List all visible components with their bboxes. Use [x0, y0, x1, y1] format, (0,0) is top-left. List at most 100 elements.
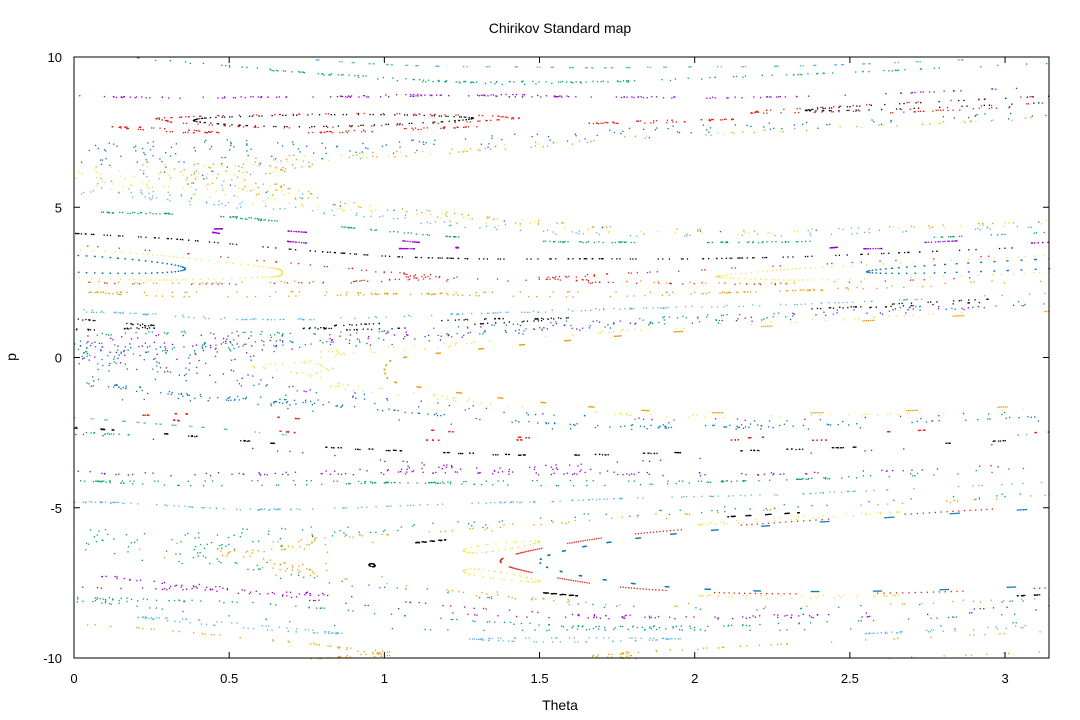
data-point	[303, 242, 305, 244]
data-point	[151, 186, 153, 188]
data-point	[471, 312, 473, 315]
data-point	[502, 480, 505, 482]
data-point	[571, 334, 574, 336]
data-point	[294, 471, 297, 473]
data-point	[403, 338, 405, 340]
data-point	[87, 245, 89, 247]
data-point	[265, 191, 267, 193]
data-point	[1021, 305, 1023, 307]
data-point	[629, 415, 631, 417]
data-point	[632, 424, 634, 426]
data-point	[437, 352, 439, 354]
data-point	[507, 405, 509, 407]
data-point	[913, 488, 915, 490]
data-point	[341, 61, 343, 63]
data-point	[236, 176, 239, 178]
data-point	[294, 417, 297, 420]
data-point	[591, 258, 593, 260]
data-point	[804, 303, 807, 305]
data-point	[143, 291, 146, 293]
data-point	[184, 332, 186, 334]
data-point	[1033, 272, 1035, 274]
data-point	[607, 232, 610, 234]
data-point	[774, 234, 776, 237]
data-point	[737, 291, 739, 293]
data-point	[475, 291, 477, 294]
data-point	[397, 123, 399, 125]
data-point	[454, 120, 456, 122]
data-point	[825, 314, 827, 316]
data-point	[864, 416, 866, 419]
data-point	[686, 258, 689, 260]
data-point	[716, 306, 719, 308]
data-point	[472, 452, 474, 454]
data-point	[375, 293, 377, 295]
data-point	[508, 596, 510, 598]
data-point	[481, 348, 483, 350]
data-point	[479, 472, 481, 474]
data-point	[102, 429, 105, 431]
data-point	[407, 334, 409, 336]
data-point	[271, 548, 273, 550]
data-point	[164, 212, 166, 215]
data-point	[342, 507, 344, 509]
data-point	[809, 110, 812, 112]
data-point	[594, 411, 596, 413]
data-point	[437, 482, 439, 484]
data-point	[1030, 116, 1032, 119]
data-point	[146, 279, 148, 281]
data-point	[580, 463, 582, 465]
data-point	[804, 418, 806, 420]
data-point	[990, 234, 993, 236]
data-point	[163, 279, 165, 281]
data-point	[213, 204, 215, 206]
data-point	[218, 204, 220, 206]
data-point	[801, 74, 803, 76]
data-point	[1035, 268, 1037, 270]
data-point	[439, 257, 441, 259]
data-point	[765, 96, 768, 98]
data-point	[217, 97, 219, 99]
data-point	[300, 318, 302, 320]
data-point	[394, 278, 396, 280]
data-point	[154, 378, 156, 381]
data-point	[269, 185, 271, 187]
data-point	[892, 226, 894, 228]
data-point	[151, 331, 153, 333]
data-point	[762, 241, 764, 243]
data-point	[484, 291, 486, 293]
data-point	[246, 171, 248, 173]
data-point	[440, 94, 442, 96]
data-point	[519, 291, 522, 293]
data-point	[75, 426, 78, 429]
data-point	[336, 294, 339, 296]
data-point	[676, 131, 679, 133]
data-point	[938, 415, 940, 417]
data-point	[194, 150, 196, 152]
data-point	[107, 211, 109, 214]
data-point	[966, 105, 968, 107]
data-point	[215, 190, 217, 192]
data-point	[619, 258, 621, 260]
data-point	[320, 356, 322, 358]
data-point	[240, 385, 243, 387]
data-point	[229, 243, 231, 245]
data-point	[701, 269, 703, 271]
data-point	[763, 318, 765, 320]
data-point	[1047, 241, 1049, 243]
data-point	[252, 318, 254, 320]
data-point	[728, 292, 730, 294]
data-point	[281, 272, 283, 274]
data-point	[666, 291, 668, 293]
data-point	[393, 230, 395, 233]
data-point	[872, 248, 874, 250]
data-point	[83, 191, 85, 194]
data-point	[137, 212, 139, 215]
data-point	[298, 291, 301, 293]
data-point	[279, 318, 281, 321]
data-point	[139, 386, 141, 389]
data-point	[546, 145, 549, 147]
data-point	[270, 276, 273, 278]
data-point	[758, 479, 760, 482]
data-point	[317, 59, 319, 61]
